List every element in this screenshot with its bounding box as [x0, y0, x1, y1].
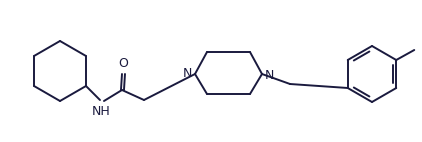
Text: O: O	[118, 57, 128, 70]
Text: NH: NH	[92, 105, 111, 118]
Text: N: N	[265, 68, 274, 82]
Text: N: N	[183, 66, 192, 80]
